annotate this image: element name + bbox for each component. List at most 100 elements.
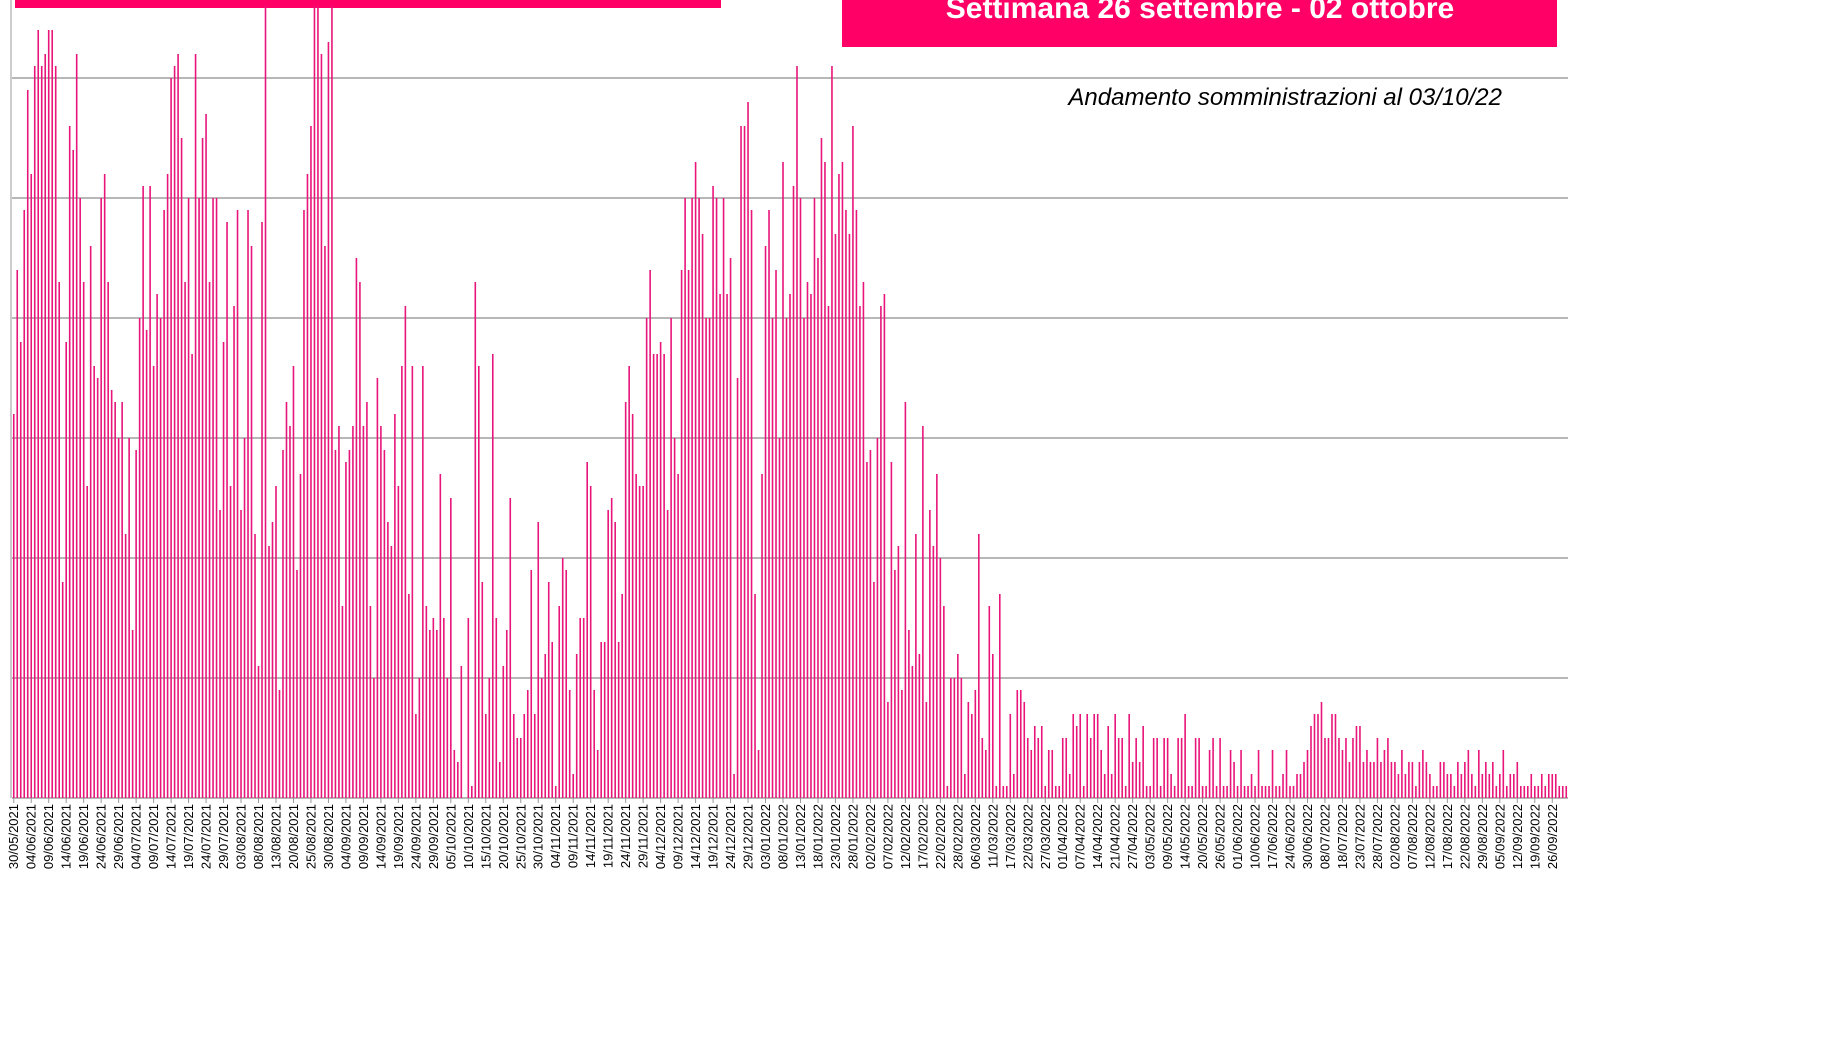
bar	[547, 582, 550, 798]
bar	[107, 282, 109, 798]
bar	[215, 198, 218, 798]
bar	[159, 318, 162, 798]
bar	[698, 198, 700, 798]
bar	[526, 690, 529, 798]
x-tick-label: 13/08/2021	[268, 804, 283, 869]
bar	[1159, 786, 1162, 798]
bar	[261, 222, 263, 798]
bar	[491, 354, 494, 798]
bar	[523, 714, 526, 798]
x-tick-label: 09/12/2021	[671, 804, 686, 869]
bar	[1390, 762, 1393, 798]
bar	[75, 54, 78, 798]
bar	[187, 198, 190, 798]
x-tick-label: 24/11/2021	[618, 804, 633, 868]
bar	[992, 654, 994, 798]
bar	[761, 474, 763, 798]
bar	[320, 54, 323, 798]
bar	[1383, 750, 1386, 798]
bar	[519, 738, 522, 798]
bar	[708, 318, 711, 798]
bar	[12, 414, 15, 798]
bar	[484, 714, 487, 798]
bar	[575, 654, 578, 798]
bar	[82, 282, 85, 798]
bar	[1096, 714, 1099, 798]
bar	[352, 426, 354, 798]
x-tick-label: 14/06/2021	[59, 804, 74, 869]
bar	[1334, 714, 1337, 798]
bar	[257, 666, 260, 798]
bar	[663, 354, 665, 798]
bar	[589, 486, 592, 798]
week-box	[842, 0, 1557, 47]
x-tick-label: 03/01/2022	[758, 804, 773, 869]
bar	[1554, 774, 1557, 798]
bar	[894, 570, 896, 798]
bar	[334, 450, 337, 798]
bar	[670, 318, 672, 798]
x-tick-label: 04/07/2021	[129, 804, 144, 869]
bar	[950, 678, 952, 798]
bar	[998, 594, 1001, 798]
x-tick-label: 04/12/2021	[653, 804, 668, 869]
x-tick-label: 18/07/2022	[1335, 804, 1350, 869]
bar	[362, 426, 365, 798]
bar	[565, 570, 568, 798]
bar	[827, 306, 830, 798]
bar	[740, 126, 742, 798]
bar	[673, 438, 676, 798]
bar	[495, 618, 498, 798]
x-tick-label: 14/07/2021	[164, 804, 179, 869]
x-tick-label: 28/01/2022	[845, 804, 860, 869]
bar	[1436, 786, 1438, 798]
bar	[967, 702, 970, 798]
bar	[254, 534, 256, 798]
bar	[785, 318, 788, 798]
bar	[366, 402, 368, 798]
x-tick-label: 09/07/2021	[146, 804, 161, 869]
bar	[1380, 762, 1382, 798]
bar	[54, 66, 57, 798]
bar	[960, 678, 963, 798]
x-tick-label: 12/02/2022	[898, 804, 913, 869]
bar	[1156, 738, 1158, 798]
bar	[775, 270, 777, 798]
bar	[743, 126, 746, 798]
bar	[1222, 786, 1225, 798]
bar	[1474, 786, 1477, 798]
bar	[1226, 786, 1228, 798]
bar	[747, 102, 749, 798]
bar	[1481, 774, 1484, 798]
bar	[1394, 762, 1396, 798]
bar	[142, 186, 144, 798]
bar	[194, 54, 197, 798]
x-tick-label: 25/08/2021	[303, 804, 318, 869]
bar	[971, 714, 973, 798]
x-tick-label: 14/11/2021	[583, 804, 598, 868]
bar	[624, 402, 627, 798]
bar	[607, 510, 609, 798]
bar	[551, 642, 554, 798]
bar	[1418, 762, 1421, 798]
bar	[628, 366, 630, 798]
x-tick-label: 29/12/2021	[741, 804, 756, 869]
bar	[862, 282, 865, 798]
bar	[205, 114, 207, 798]
x-tick-label: 28/02/2022	[950, 804, 965, 869]
bar	[79, 198, 81, 798]
x-tick-label: 30/08/2021	[321, 804, 336, 869]
x-tick-label: 02/08/2022	[1387, 804, 1402, 869]
bar	[271, 522, 274, 798]
x-tick-label: 30/05/2021	[6, 804, 21, 869]
bar	[432, 618, 435, 798]
bar	[848, 234, 851, 798]
bar	[345, 462, 347, 798]
bar	[817, 258, 819, 798]
bar	[289, 426, 291, 798]
bar	[149, 186, 151, 798]
x-tick-label: 23/07/2022	[1352, 804, 1367, 869]
bar	[86, 486, 88, 798]
bar	[1492, 762, 1494, 798]
bar	[72, 150, 74, 798]
